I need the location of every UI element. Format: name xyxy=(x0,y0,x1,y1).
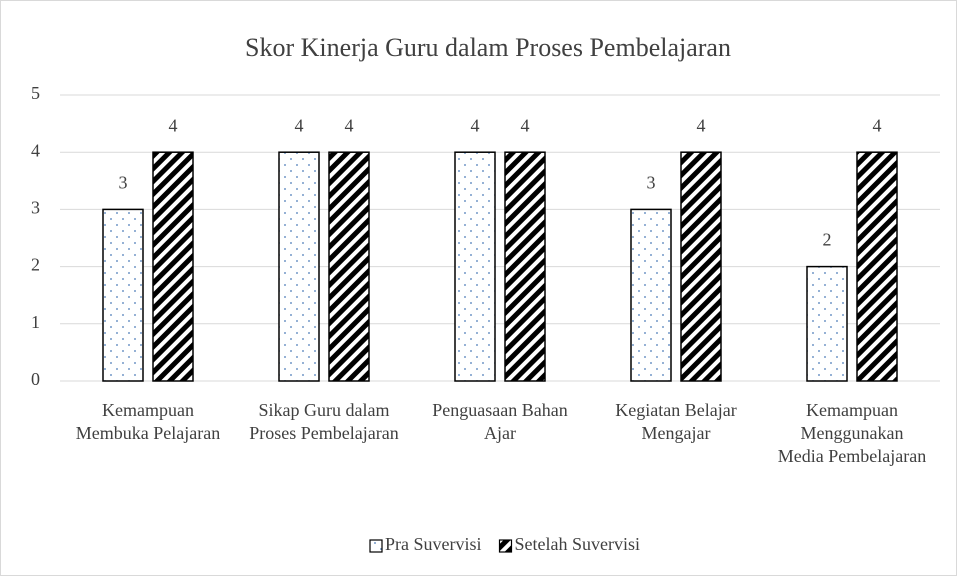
data-label: 4 xyxy=(169,115,178,135)
y-tick-label: 2 xyxy=(31,255,40,275)
bar xyxy=(504,151,546,382)
bar xyxy=(152,151,194,382)
bar xyxy=(328,151,370,382)
bar xyxy=(680,151,722,382)
legend-label: Pra Suvervisi xyxy=(385,534,482,554)
x-tick-label: Sikap Guru dalam Proses Pembelajaran xyxy=(249,400,399,443)
legend-swatch xyxy=(498,539,513,553)
chart-title: Skor Kinerja Guru dalam Proses Pembelaja… xyxy=(245,33,731,62)
x-tick-label: Kemampuan Membuka Pelajaran xyxy=(75,400,221,443)
y-tick-label: 1 xyxy=(31,312,40,332)
x-tick-label: Kemampuan Menggunakan Media Pembelajaran xyxy=(777,400,927,466)
data-label: 4 xyxy=(471,115,480,135)
data-label: 3 xyxy=(119,173,128,193)
x-tick-label: Kegiatan Belajar Mengajar xyxy=(615,400,737,443)
bar xyxy=(806,265,848,382)
data-label: 4 xyxy=(697,115,706,135)
bar xyxy=(102,208,144,382)
y-tick-label: 4 xyxy=(31,140,40,160)
data-label: 4 xyxy=(521,115,530,135)
y-tick-label: 0 xyxy=(31,369,40,389)
y-tick-label: 3 xyxy=(31,198,40,218)
data-label: 3 xyxy=(647,173,656,193)
y-tick-label: 5 xyxy=(31,83,40,103)
bar xyxy=(454,151,496,382)
data-label: 4 xyxy=(873,115,882,135)
data-label: 4 xyxy=(345,115,354,135)
legend-label: Setelah Suvervisi xyxy=(515,534,640,554)
legend-swatch xyxy=(369,539,383,553)
bar xyxy=(630,208,672,382)
data-label: 4 xyxy=(295,115,304,135)
bar xyxy=(278,151,320,382)
bar xyxy=(856,151,898,382)
x-tick-label: Penguasaan Bahan Ajar xyxy=(432,400,568,443)
data-label: 2 xyxy=(823,230,832,250)
